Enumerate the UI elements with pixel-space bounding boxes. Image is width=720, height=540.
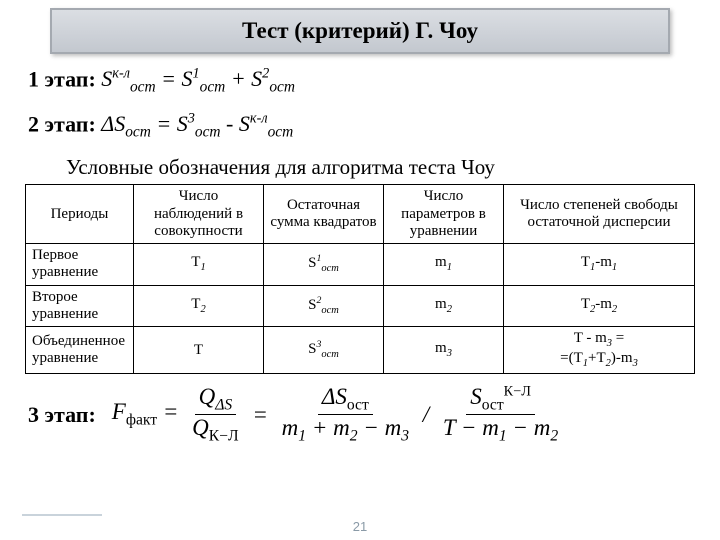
table-row: Объединенное уравнение T S3ост m3 T - m3… [26, 327, 695, 374]
row-3-name: Объединенное уравнение [26, 327, 134, 374]
footer-accent [22, 514, 102, 516]
row-3-S: S3ост [264, 327, 384, 374]
slide-title: Тест (критерий) Г. Чоу [50, 8, 670, 54]
notation-table: Периоды Число наблюдений в совокупности … [25, 184, 695, 374]
row-1-name: Первое уравнение [26, 244, 134, 286]
col-dof: Число степеней свободы остаточной диспер… [504, 185, 695, 244]
col-rss: Остаточная сумма квадратов [264, 185, 384, 244]
row-3-m: m3 [384, 327, 504, 374]
col-periods: Периоды [26, 185, 134, 244]
col-params: Число параметров в уравнении [384, 185, 504, 244]
table-row: Второе уравнение T2 S2ост m2 T2-m2 [26, 285, 695, 327]
row-1-T: T1 [134, 244, 264, 286]
row-2-S: S2ост [264, 285, 384, 327]
f-fact-formula: Fфакт = QΔS QК−Л = ΔSост m1 + m2 − m3 / … [112, 384, 566, 445]
stage-3-label: 3 этап: [28, 402, 96, 428]
row-2-dof: T2-m2 [504, 285, 695, 327]
stage-1: 1 этап: Sк-лост = S1ост + S2ост [28, 66, 698, 97]
stage-3: 3 этап: Fфакт = QΔS QК−Л = ΔSост m1 + m2… [28, 384, 698, 445]
table-header-row: Периоды Число наблюдений в совокупности … [26, 185, 695, 244]
row-1-S: S1ост [264, 244, 384, 286]
row-2-m: m2 [384, 285, 504, 327]
table-row: Первое уравнение T1 S1ост m1 T1-m1 [26, 244, 695, 286]
stage-1-label: 1 этап: [28, 66, 96, 91]
row-3-dof: T - m3 ==(T1+T2)-m3 [504, 327, 695, 374]
stage-2: 2 этап: ΔSост = S3ост - Sк-лост [28, 111, 698, 142]
page-number: 21 [0, 519, 720, 534]
row-2-T: T2 [134, 285, 264, 327]
row-1-m: m1 [384, 244, 504, 286]
table-subtitle: Условные обозначения для алгоритма теста… [66, 155, 698, 180]
row-3-T: T [134, 327, 264, 374]
row-1-dof: T1-m1 [504, 244, 695, 286]
row-2-name: Второе уравнение [26, 285, 134, 327]
stage-2-label: 2 этап: [28, 111, 96, 136]
col-obs: Число наблюдений в совокупности [134, 185, 264, 244]
